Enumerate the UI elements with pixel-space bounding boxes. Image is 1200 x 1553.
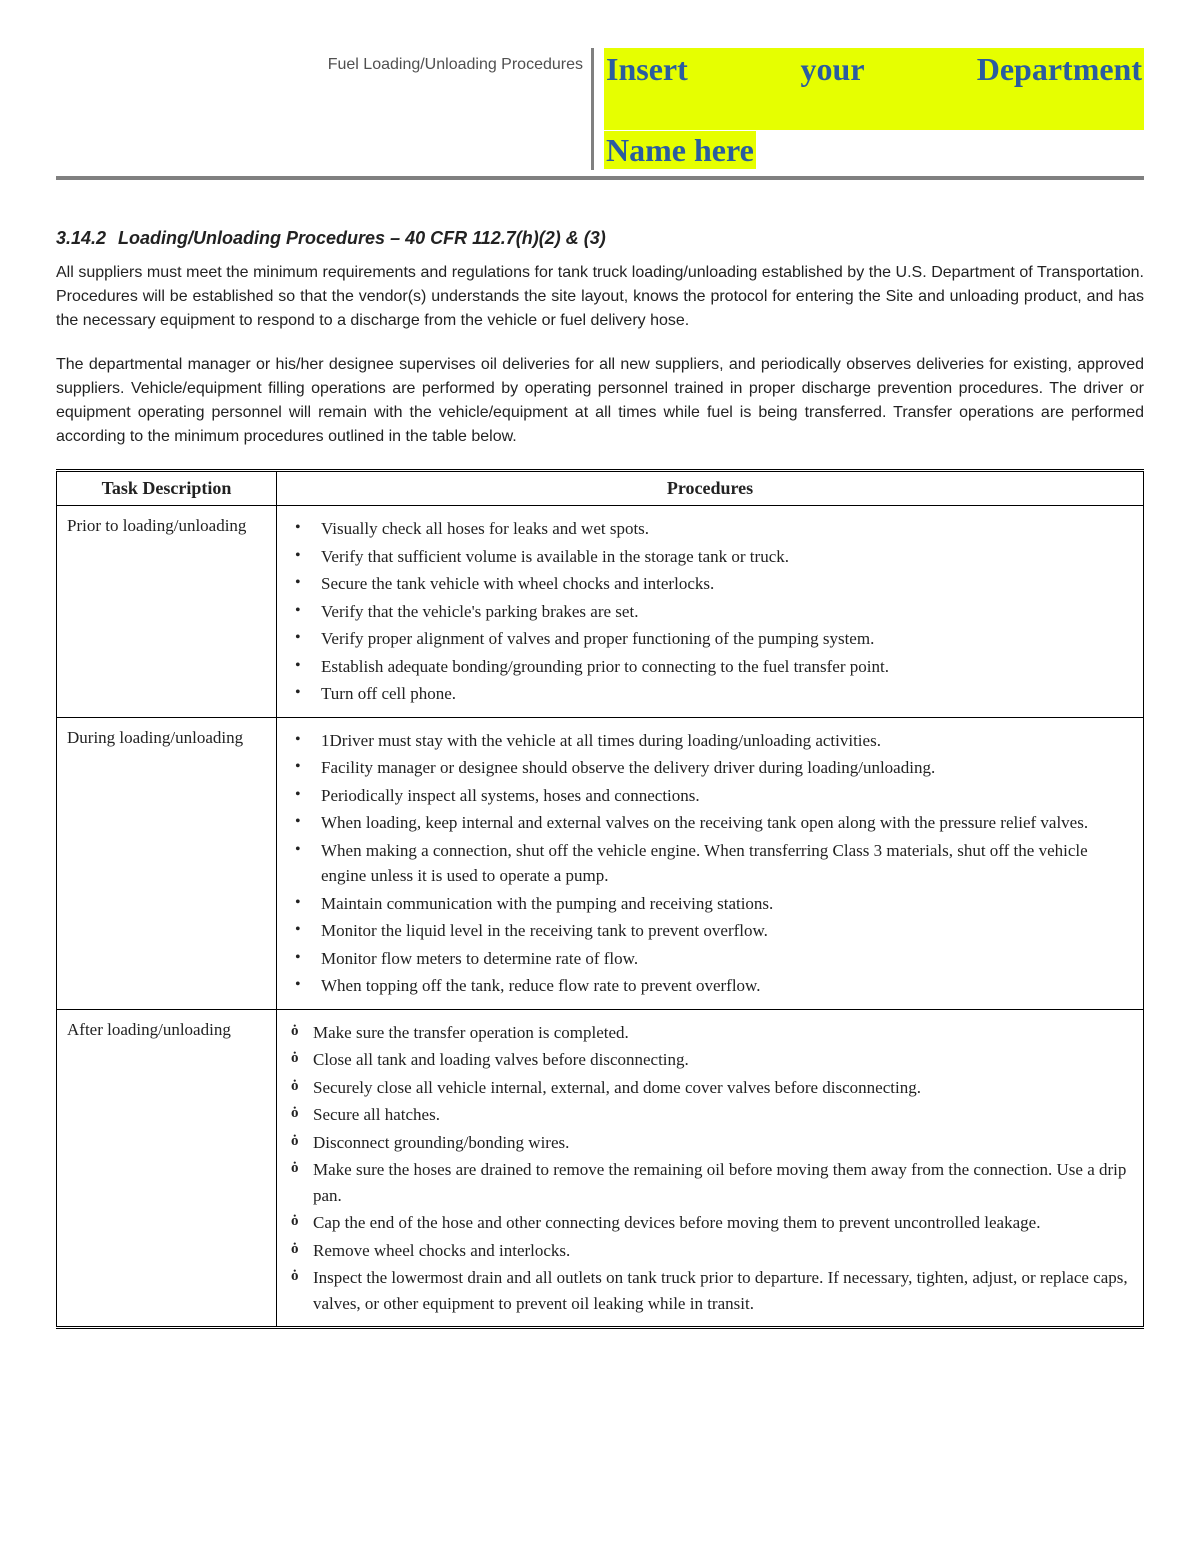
procedure-item: Remove wheel chocks and interlocks. <box>287 1238 1133 1264</box>
procedures-cell: Visually check all hoses for leaks and w… <box>277 506 1144 718</box>
section-heading: 3.14.2 Loading/Unloading Procedures – 40 … <box>56 228 1144 249</box>
procedure-list: Make sure the transfer operation is comp… <box>287 1020 1133 1317</box>
procedure-item: When loading, keep internal and external… <box>287 810 1133 836</box>
procedure-item: Facility manager or designee should obse… <box>287 755 1133 781</box>
procedure-item: Securely close all vehicle internal, ext… <box>287 1075 1133 1101</box>
department-placeholder-line2: Name here <box>604 131 756 169</box>
department-placeholder-line1: Insert your Department <box>604 48 1144 130</box>
table-row: During loading/unloading 1Driver must sta… <box>57 717 1144 1009</box>
procedure-item: Verify that the vehicle's parking brakes… <box>287 599 1133 625</box>
procedure-item: Secure the tank vehicle with wheel chock… <box>287 571 1133 597</box>
intro-paragraph-1: All suppliers must meet the minimum requ… <box>56 261 1144 333</box>
table-header-row: Task Description Procedures <box>57 471 1144 506</box>
procedure-item: Turn off cell phone. <box>287 681 1133 707</box>
procedures-cell: 1Driver must stay with the vehicle at al… <box>277 717 1144 1009</box>
procedure-item: Verify that sufficient volume is availab… <box>287 544 1133 570</box>
procedure-item: Monitor the liquid level in the receivin… <box>287 918 1133 944</box>
page-header: Fuel Loading/Unloading Procedures Insert… <box>56 48 1144 170</box>
table-row: After loading/unloading Make sure the tra… <box>57 1009 1144 1328</box>
procedure-item: Visually check all hoses for leaks and w… <box>287 516 1133 542</box>
section-title: Loading/Unloading Procedures – 40 CFR 11… <box>118 228 606 248</box>
procedure-item: Monitor flow meters to determine rate of… <box>287 946 1133 972</box>
procedure-item: Inspect the lowermost drain and all outl… <box>287 1265 1133 1316</box>
header-left-text: Fuel Loading/Unloading Procedures <box>56 48 591 74</box>
procedure-item: Make sure the hoses are drained to remov… <box>287 1157 1133 1208</box>
procedure-item: Verify proper alignment of valves and pr… <box>287 626 1133 652</box>
procedure-item: When making a connection, shut off the v… <box>287 838 1133 889</box>
procedure-list: Visually check all hoses for leaks and w… <box>287 516 1133 707</box>
header-horizontal-rule <box>56 176 1144 180</box>
column-header-procedures: Procedures <box>277 471 1144 506</box>
task-description-cell: Prior to loading/unloading <box>57 506 277 718</box>
intro-paragraph-2: The departmental manager or his/her desi… <box>56 353 1144 449</box>
procedure-item: Make sure the transfer operation is comp… <box>287 1020 1133 1046</box>
procedure-item: Disconnect grounding/bonding wires. <box>287 1130 1133 1156</box>
header-right: Insert your Department Name here <box>604 48 1144 170</box>
procedure-item: Periodically inspect all systems, hoses … <box>287 783 1133 809</box>
procedure-item: Cap the end of the hose and other connec… <box>287 1210 1133 1236</box>
task-description-cell: During loading/unloading <box>57 717 277 1009</box>
procedure-item: 1Driver must stay with the vehicle at al… <box>287 728 1133 754</box>
section-number: 3.14.2 <box>56 228 106 248</box>
document-page: Fuel Loading/Unloading Procedures Insert… <box>0 0 1200 1385</box>
procedures-table: Task Description Procedures Prior to loa… <box>56 469 1144 1329</box>
procedure-item: Close all tank and loading valves before… <box>287 1047 1133 1073</box>
header-vertical-divider <box>591 48 594 170</box>
table-row: Prior to loading/unloading Visually check… <box>57 506 1144 718</box>
procedure-item: When topping off the tank, reduce flow r… <box>287 973 1133 999</box>
procedure-item: Maintain communication with the pumping … <box>287 891 1133 917</box>
procedure-list: 1Driver must stay with the vehicle at al… <box>287 728 1133 999</box>
procedure-item: Secure all hatches. <box>287 1102 1133 1128</box>
procedures-cell: Make sure the transfer operation is comp… <box>277 1009 1144 1328</box>
procedure-item: Establish adequate bonding/grounding pri… <box>287 654 1133 680</box>
task-description-cell: After loading/unloading <box>57 1009 277 1328</box>
column-header-task: Task Description <box>57 471 277 506</box>
